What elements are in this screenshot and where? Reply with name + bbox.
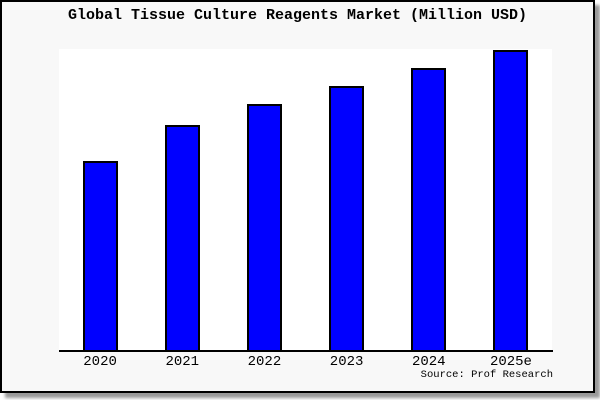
- bar-slot-2023: [306, 49, 388, 350]
- bar-2022: [246, 104, 282, 350]
- plot-area: [59, 49, 552, 350]
- x-tick-label-2025e: 2025e: [489, 354, 532, 370]
- bar-2024: [411, 68, 447, 350]
- chart-title: Global Tissue Culture Reagents Market (M…: [67, 7, 528, 24]
- x-axis-labels: 2020 2021 2022 2023 2024 2025e: [59, 355, 552, 369]
- bar-2021: [164, 125, 200, 350]
- bar-2025e: [493, 50, 529, 350]
- bar-slot-2020: [59, 49, 141, 350]
- x-tick-label-2021: 2021: [165, 354, 200, 370]
- x-tick-label-2022: 2022: [247, 354, 282, 370]
- bar-slot-2024: [388, 49, 470, 350]
- bar-slot-2022: [223, 49, 305, 350]
- x-axis-line: [59, 350, 553, 352]
- source-note: Source: Prof Research: [420, 369, 553, 381]
- bar-2023: [329, 86, 365, 350]
- x-tick-label-2024: 2024: [411, 354, 446, 370]
- bar-slot-2025e: [470, 49, 552, 350]
- bar-2020: [82, 161, 118, 350]
- x-tick-label-2023: 2023: [329, 354, 364, 370]
- bars-row: [59, 49, 552, 350]
- x-tick-label-2020: 2020: [83, 354, 117, 370]
- bar-slot-2021: [141, 49, 223, 350]
